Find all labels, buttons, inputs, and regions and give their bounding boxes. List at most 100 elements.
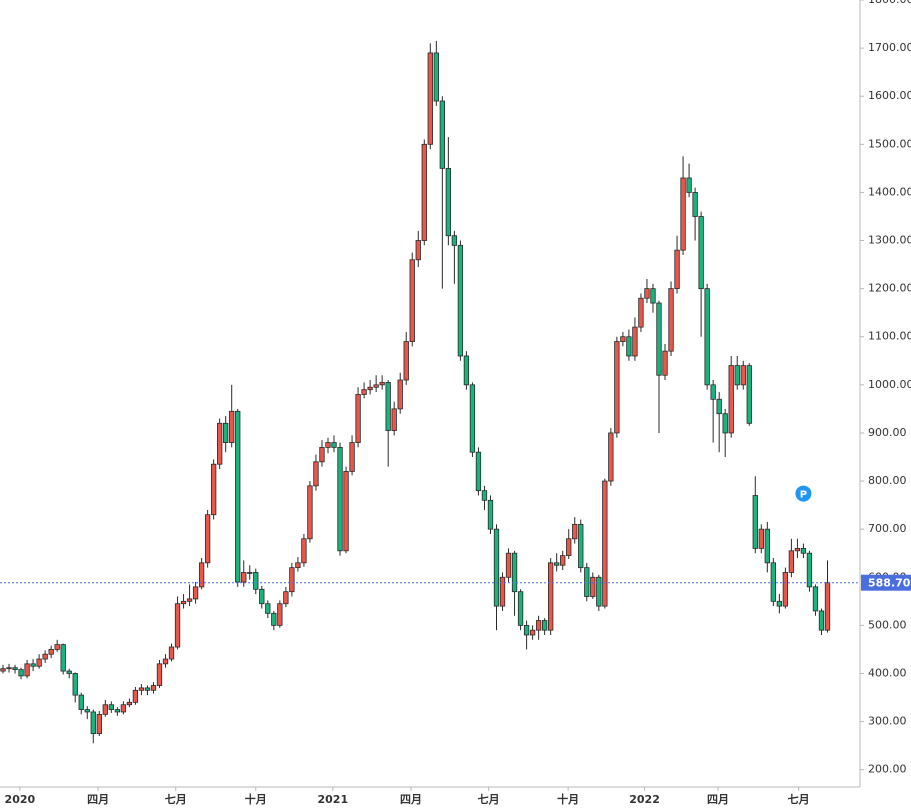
candle-body <box>415 240 421 261</box>
x-tick-label: 2020 <box>5 793 36 806</box>
candle-body <box>174 603 181 648</box>
candle-body <box>132 689 139 703</box>
candle-body <box>812 586 819 612</box>
candle-body <box>6 667 12 670</box>
candle-body <box>806 552 813 588</box>
candle-body <box>776 600 783 607</box>
event-marker <box>795 485 812 502</box>
candle-body <box>427 52 433 145</box>
candle-body <box>463 355 470 386</box>
y-tick-label: 700.00 <box>868 522 907 535</box>
candle-body <box>343 471 349 552</box>
candle-body <box>42 653 48 660</box>
y-tick-label: 400.00 <box>868 666 907 679</box>
candle-body <box>584 567 590 597</box>
candle-body <box>602 480 608 607</box>
candle-body <box>638 297 644 328</box>
candle-body <box>265 603 271 614</box>
candle-body <box>24 663 30 677</box>
candle-body <box>554 562 560 566</box>
candle-body <box>138 687 145 691</box>
candle-body <box>391 408 397 431</box>
candle-body <box>367 386 373 391</box>
candle-body <box>114 709 121 713</box>
x-tick-label: 十月 <box>557 792 579 806</box>
candle-body <box>162 658 169 665</box>
y-tick-label: 1700.00 <box>868 41 911 54</box>
candle-body <box>614 341 620 434</box>
candle-body <box>331 442 337 448</box>
candle-body <box>572 523 578 540</box>
candle-body <box>548 562 554 631</box>
candle-body <box>445 167 452 237</box>
candle-body <box>30 663 36 667</box>
candle-body <box>96 713 102 735</box>
candle-body <box>283 591 289 605</box>
candle-body <box>560 555 566 566</box>
candle-body <box>403 341 409 381</box>
candle-body <box>632 326 638 357</box>
candle-body <box>54 644 60 650</box>
y-tick-label: 800.00 <box>868 474 907 487</box>
candle-body <box>385 382 391 431</box>
candle-body <box>289 567 295 593</box>
candle-body <box>204 514 211 564</box>
candle-body <box>126 701 133 706</box>
candle-body <box>271 612 277 626</box>
candle-body <box>716 398 722 415</box>
candle-body <box>241 572 247 583</box>
y-tick-label: 1300.00 <box>868 234 911 247</box>
candle-body <box>728 365 734 434</box>
x-tick-label: 七月 <box>788 792 810 806</box>
candle-body <box>596 576 602 607</box>
candle-body <box>337 446 343 552</box>
candle-body <box>48 649 54 655</box>
candle-body <box>541 620 548 631</box>
candle-body <box>800 547 807 554</box>
candle-body <box>90 711 96 735</box>
candle-body <box>824 582 831 631</box>
candle-body <box>108 704 114 710</box>
candle-body <box>325 442 331 448</box>
candle-body <box>397 379 403 410</box>
candle-body <box>662 350 668 376</box>
candle-body <box>409 259 415 342</box>
candle-body <box>156 663 163 686</box>
candle-body <box>439 100 445 169</box>
candle-body <box>0 668 6 672</box>
candle-body <box>253 572 259 590</box>
price-label-box <box>861 574 911 591</box>
candle-body <box>523 624 530 636</box>
candle-body <box>355 394 361 443</box>
candle-body <box>692 192 698 217</box>
candle-body <box>487 499 494 530</box>
candle-body <box>752 495 758 549</box>
candle-body <box>770 562 776 602</box>
y-tick-label: 900.00 <box>868 426 907 439</box>
x-tick-label: 2022 <box>629 793 660 806</box>
candle-body <box>788 550 795 573</box>
candle-body <box>379 382 385 386</box>
candle-body <box>650 288 656 304</box>
y-tick-label: 1600.00 <box>868 89 911 102</box>
candle-body <box>60 644 66 672</box>
candle-body <box>102 704 108 715</box>
candle-body <box>734 365 740 386</box>
candle-body <box>319 446 325 463</box>
x-tick-label: 四月 <box>707 793 729 806</box>
candle-body <box>229 410 235 443</box>
y-tick-label: 1400.00 <box>868 185 911 198</box>
candle-body <box>511 552 518 593</box>
candle-body <box>295 562 301 569</box>
candle-body <box>144 687 151 691</box>
candle-body <box>277 603 283 626</box>
price-label: 588.70 <box>868 577 911 590</box>
candle-body <box>499 576 506 607</box>
candle-body <box>782 572 789 607</box>
candle-body <box>180 600 187 605</box>
candle-body <box>457 244 464 357</box>
y-tick-label: 500.00 <box>868 618 907 631</box>
candle-body <box>698 216 704 290</box>
candle-body <box>644 288 650 299</box>
